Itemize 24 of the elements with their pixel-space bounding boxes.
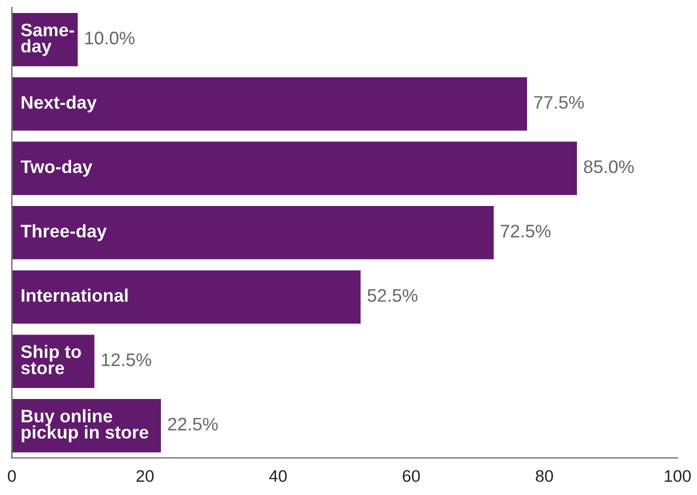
bar: [12, 76, 528, 132]
data-label: 72.5%: [500, 224, 551, 238]
y-tick-label: Buy online pickup in store: [22, 409, 148, 442]
y-tick-label: Three-day: [20, 224, 107, 242]
x-tick-label: 40: [269, 470, 287, 482]
x-tick-label: 20: [136, 470, 154, 482]
y-tick-label: Two-day: [20, 160, 92, 177]
y-tick-label: Same- day: [21, 24, 74, 56]
data-label: 12.5%: [102, 353, 152, 366]
y-tick-label: International: [22, 288, 128, 302]
bar: [12, 140, 578, 196]
y-tick-label: Next-day: [22, 96, 97, 112]
bar: [12, 204, 496, 261]
data-label: 77.5%: [534, 96, 584, 109]
y-tick-label: Ship to store: [21, 344, 81, 374]
x-tick-label: 80: [536, 470, 553, 482]
x-tick-label: 60: [402, 470, 420, 482]
bar: [12, 268, 362, 326]
data-label: 85.0%: [584, 160, 634, 174]
data-label: 52.5%: [368, 289, 418, 302]
x-tick-label: 100: [664, 470, 691, 482]
data-label: 22.5%: [168, 418, 218, 431]
data-label: 10.0%: [85, 32, 135, 44]
x-tick-label: 0: [8, 470, 16, 482]
